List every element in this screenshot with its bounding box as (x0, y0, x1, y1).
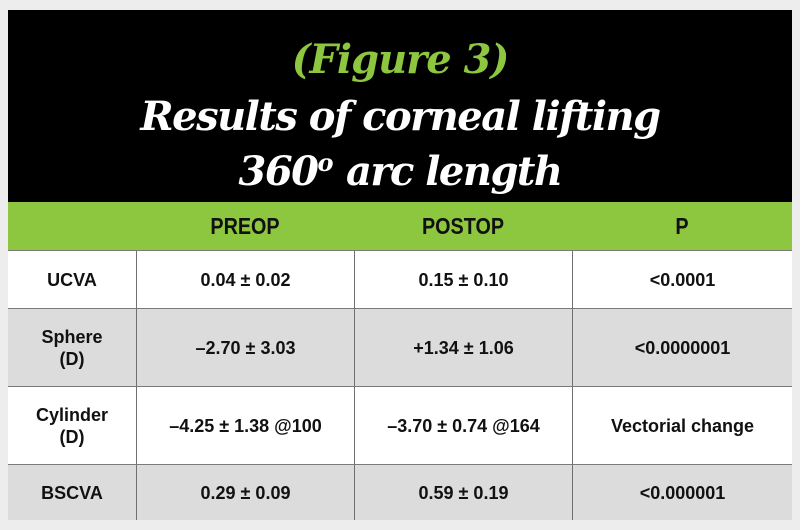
postop-cell: 0.59 ± 0.19 (354, 465, 572, 520)
postop-cell: +1.34 ± 1.06 (354, 309, 572, 386)
row-sublabel-text: (D) (59, 348, 85, 369)
figure-header: (Figure 3) Results of corneal lifting 36… (8, 10, 792, 202)
preop-cell: 0.29 ± 0.09 (136, 465, 354, 520)
title-line-2-number: 360 (238, 148, 320, 195)
column-header-postop: POSTOP (421, 213, 505, 239)
table-row: UCVA 0.04 ± 0.02 0.15 ± 0.10 <0.0001 (8, 250, 792, 308)
p-value-cell: <0.0000001 (572, 309, 792, 386)
row-label-ucva: UCVA (8, 251, 136, 308)
p-value-cell: Vectorial change (572, 387, 792, 464)
column-header-p: P (675, 213, 689, 239)
row-label-bscva: BSCVA (8, 465, 136, 520)
title-line-2: 360o arc length (8, 140, 792, 195)
row-label-text: Cylinder (35, 404, 109, 425)
preop-cell: 0.04 ± 0.02 (136, 251, 354, 308)
p-value-cell: <0.000001 (572, 465, 792, 520)
postop-cell: 0.15 ± 0.10 (354, 251, 572, 308)
p-value-cell: <0.0001 (572, 251, 792, 308)
row-sublabel-text: (D) (59, 426, 85, 447)
figure-label: (Figure 3) (291, 36, 510, 83)
figure-title: Results of corneal lifting 360o arc leng… (8, 94, 792, 195)
postop-cell: –3.70 ± 0.74 @164 (354, 387, 572, 464)
row-label-text: BSCVA (41, 482, 103, 503)
preop-cell: –2.70 ± 3.03 (136, 309, 354, 386)
row-label-text: UCVA (47, 269, 97, 290)
table-row: Cylinder (D) –4.25 ± 1.38 @100 –3.70 ± 0… (8, 386, 792, 464)
table-row: Sphere (D) –2.70 ± 3.03 +1.34 ± 1.06 <0.… (8, 308, 792, 386)
table-header-row: PREOP POSTOP P (8, 202, 792, 250)
table-row: BSCVA 0.29 ± 0.09 0.59 ± 0.19 <0.000001 (8, 464, 792, 520)
row-label-cylinder: Cylinder (D) (8, 387, 136, 464)
column-header-preop: PREOP (210, 213, 280, 239)
row-label-text: Sphere (41, 326, 103, 347)
results-table: PREOP POSTOP P UCVA 0.04 ± 0.02 0.15 ± 0… (8, 202, 792, 520)
preop-cell: –4.25 ± 1.38 @100 (136, 387, 354, 464)
degree-superscript: o (317, 148, 334, 177)
row-label-sphere: Sphere (D) (8, 309, 136, 386)
title-line-2-rest: arc length (333, 148, 563, 195)
title-line-1: Results of corneal lifting (140, 93, 661, 140)
column-header-blank (17, 202, 127, 250)
